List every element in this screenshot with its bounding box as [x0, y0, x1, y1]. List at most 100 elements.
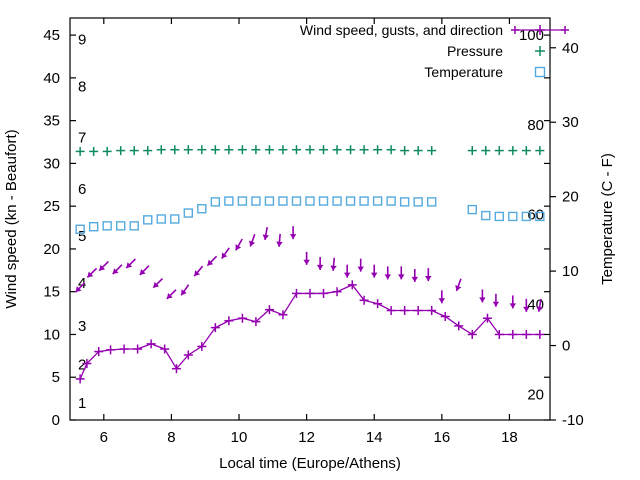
data-point-marker	[413, 197, 423, 207]
beaufort-scale-label: 6	[78, 181, 86, 198]
y2-axis-tick-label: -10	[562, 412, 584, 429]
data-point-marker	[116, 221, 126, 231]
wind-direction-arrow-head	[438, 298, 446, 304]
beaufort-scale-label: 9	[78, 31, 86, 48]
wind-direction-arrow-head	[492, 301, 500, 307]
y-axis-tick-label: 0	[52, 412, 60, 429]
data-point-marker	[224, 196, 234, 206]
y-axis-tick-label: 15	[43, 284, 60, 301]
series-line	[79, 284, 540, 380]
data-point-marker	[305, 196, 315, 206]
wind-direction-arrow-head	[425, 276, 432, 282]
y2-axis-title: Temperature (C - F)	[599, 153, 616, 285]
beaufort-scale-label: 8	[78, 78, 86, 95]
data-point-marker	[359, 196, 369, 206]
x-axis-tick-label: 6	[100, 429, 108, 446]
y-axis-title: Wind speed (kn - Beaufort)	[3, 129, 20, 308]
y2-axis-tick-label: 30	[562, 114, 579, 131]
y2-axis-tick-label: 10	[562, 263, 579, 280]
x-axis-tick-label: 12	[298, 429, 315, 446]
legend-label: Pressure	[447, 43, 503, 59]
wind-direction-arrow-head	[330, 265, 337, 271]
data-point-marker	[399, 197, 410, 207]
wind-direction-arrow-head	[384, 274, 391, 280]
data-point-marker	[318, 196, 329, 206]
wind-direction-arrow-head	[249, 240, 256, 247]
x-axis-tick-label: 14	[366, 429, 383, 446]
y-axis-tick-label: 10	[43, 326, 60, 343]
data-point-marker	[481, 210, 491, 221]
data-point-marker	[88, 221, 99, 232]
data-point-marker	[521, 211, 532, 222]
wind-direction-arrow-head	[75, 286, 82, 293]
data-point-marker	[426, 197, 437, 207]
y2-axis-tick-label: 0	[562, 338, 570, 355]
fahrenheit-scale-label: 80	[527, 117, 544, 134]
data-point-marker	[170, 214, 180, 224]
data-point-marker	[264, 196, 275, 206]
fahrenheit-scale-label: 100	[519, 27, 544, 44]
wind-direction-arrow-head	[153, 281, 160, 288]
wind-direction-arrow-head	[87, 271, 94, 278]
data-point-marker	[197, 204, 207, 214]
wind-direction-arrow-head	[357, 266, 364, 272]
data-point-marker	[129, 221, 139, 231]
data-point-marker	[237, 196, 248, 206]
wind-direction-arrow-head	[221, 252, 228, 259]
wind-direction-arrow-head	[276, 241, 283, 247]
wind-direction-arrow-head	[316, 264, 324, 270]
wind-direction-arrow-head	[126, 262, 133, 269]
wind-direction-arrow-head	[371, 272, 378, 278]
wind-direction-arrow-head	[343, 272, 351, 278]
y-axis-tick-label: 40	[43, 70, 60, 87]
wind-direction-arrow-head	[181, 289, 187, 296]
wind-direction-arrow-head	[235, 244, 242, 251]
wind-direction-arrow-head	[166, 293, 173, 299]
data-point-marker	[183, 208, 194, 218]
wind-direction-arrow-head	[536, 306, 543, 312]
beaufort-scale-label: 4	[78, 275, 86, 292]
beaufort-scale-label: 1	[78, 395, 86, 412]
y-axis-tick-label: 30	[43, 155, 60, 172]
y-axis-tick-label: 35	[43, 113, 60, 130]
data-point-marker	[156, 214, 166, 224]
y2-axis-tick-label: 20	[562, 189, 579, 206]
wind-direction-arrow-head	[411, 276, 419, 282]
wind-direction-arrow-head	[112, 268, 119, 275]
data-point-marker	[278, 196, 288, 206]
fahrenheit-scale-label: 20	[527, 386, 544, 403]
data-point-marker	[494, 211, 504, 222]
wind-direction-arrow-head	[139, 269, 146, 275]
x-axis-tick-label: 18	[501, 429, 518, 446]
legend-label: Temperature	[424, 64, 503, 80]
data-point-marker	[102, 221, 112, 231]
data-point-marker	[332, 196, 342, 206]
beaufort-scale-label: 7	[78, 130, 86, 147]
beaufort-scale-label: 5	[78, 228, 86, 245]
wind-direction-arrow-head	[509, 303, 517, 309]
x-axis-tick-label: 10	[231, 429, 248, 446]
data-point-marker	[508, 211, 518, 222]
data-point-marker	[75, 224, 85, 234]
data-point-marker	[291, 196, 302, 206]
wind-direction-arrow-head	[523, 306, 530, 312]
y-axis-tick-label: 5	[52, 369, 60, 386]
data-point-marker	[386, 196, 396, 206]
plot-border	[69, 17, 551, 421]
data-point-marker	[535, 211, 545, 222]
data-point-marker	[534, 66, 546, 78]
wind-direction-arrow-head	[194, 270, 200, 277]
beaufort-scale-label: 2	[78, 356, 86, 373]
data-point-marker	[210, 197, 221, 207]
wind-direction-arrow-head	[207, 259, 214, 266]
data-point-marker	[372, 196, 383, 206]
beaufort-scale-label: 3	[78, 318, 86, 335]
wind-direction-arrow-head	[289, 234, 297, 240]
data-point-marker	[467, 204, 477, 215]
wind-direction-arrow-head	[479, 297, 486, 303]
legend-label: Wind speed, gusts, and direction	[300, 22, 503, 38]
wind-direction-arrow-head	[455, 285, 462, 291]
wind-direction-arrow-head	[303, 259, 310, 265]
